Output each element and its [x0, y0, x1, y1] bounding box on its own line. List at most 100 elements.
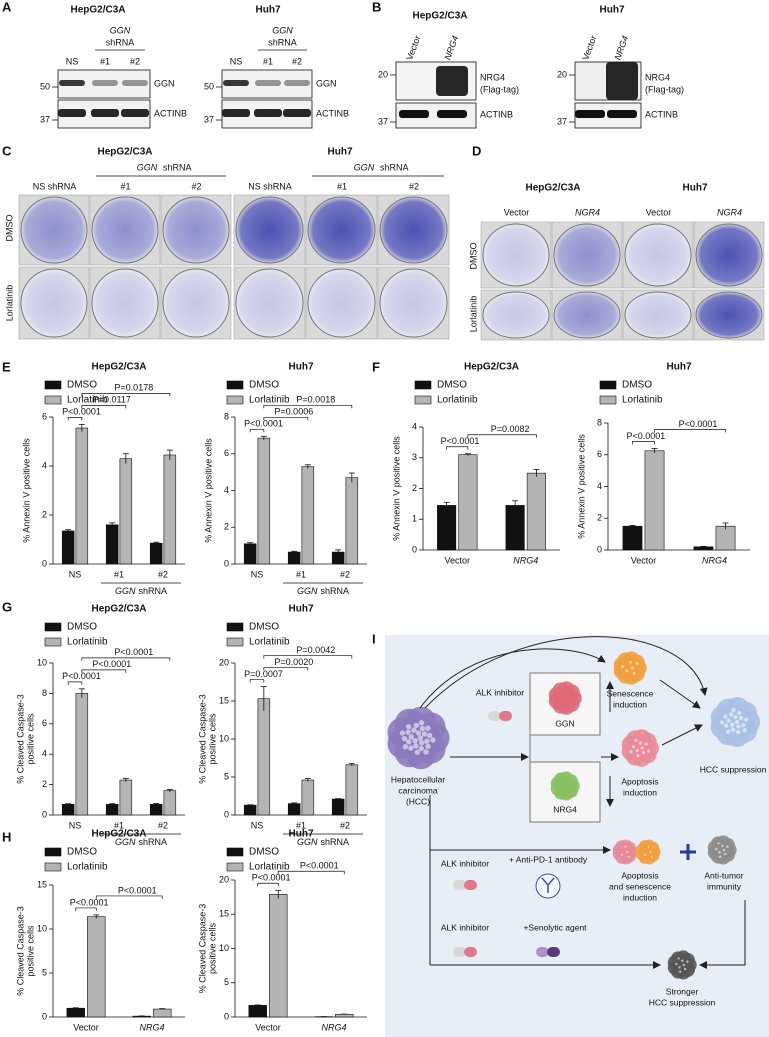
- y-tick-label: 0: [412, 544, 417, 554]
- plate: [482, 223, 550, 287]
- arrow: [424, 636, 708, 709]
- cell-dot: [738, 715, 744, 721]
- cell-dot: [731, 707, 736, 713]
- y-tick-label: 2: [597, 513, 602, 523]
- lane-label: Vector: [404, 34, 422, 61]
- group-gene: GGN: [115, 586, 136, 596]
- bar: [287, 803, 301, 816]
- cell-dot: [643, 853, 647, 856]
- bar: [257, 437, 271, 565]
- group-title: HepG2/C3A: [97, 147, 152, 158]
- cell-dot: [683, 967, 687, 971]
- pill: [536, 947, 549, 957]
- y-tick-label: 20: [219, 874, 229, 884]
- plate: [162, 196, 230, 264]
- group-label: GGN shRNA: [115, 586, 167, 596]
- bar: [75, 693, 89, 816]
- significance-bracket: [81, 657, 171, 661]
- lane-label: NRG4: [442, 34, 460, 61]
- error-bar: [335, 798, 342, 800]
- y-tick-label: 5: [224, 771, 229, 781]
- panel-letter: I: [372, 631, 376, 646]
- band-label: GGN: [154, 78, 175, 88]
- chart-title: HepG2/C3A: [464, 362, 519, 373]
- y-tick-label: 0: [224, 558, 229, 568]
- legend-label: Lorlatinib: [249, 637, 290, 648]
- apoptosis-icon: [612, 839, 638, 865]
- error-bar: [700, 545, 707, 548]
- cell-dot: [399, 730, 406, 736]
- legend-swatch: [44, 847, 62, 857]
- cell-dot: [626, 850, 629, 854]
- chart-title: HepG2/C3A: [91, 362, 146, 373]
- legend-label: Lorlatinib: [249, 395, 290, 406]
- gene-label: GGN: [137, 162, 158, 172]
- cell-dot: [678, 970, 682, 973]
- stronger-icon: [667, 950, 697, 980]
- significance-bracket: [654, 429, 726, 433]
- significance-bracket: [263, 655, 353, 659]
- immunity-label: immunity: [707, 881, 742, 891]
- error-bar: [629, 524, 636, 527]
- blot-title: Huh7: [600, 5, 625, 16]
- legend-swatch: [44, 862, 62, 872]
- cell-dot: [681, 959, 684, 962]
- cell-dot: [722, 848, 726, 852]
- legend-label: DMSO: [622, 380, 652, 391]
- plate: [162, 268, 230, 338]
- band: [437, 110, 467, 118]
- y-tick-label: 4: [42, 749, 47, 759]
- cell-dot: [677, 957, 680, 960]
- bar: [149, 542, 163, 565]
- error-bar: [122, 778, 129, 782]
- cell-dot: [418, 719, 425, 726]
- plate: [379, 196, 448, 264]
- plate: [20, 196, 88, 264]
- cell-dot: [646, 749, 651, 753]
- band-label: ACTINB: [645, 109, 678, 119]
- cell-dot: [415, 730, 422, 736]
- cell-dot: [635, 662, 639, 665]
- cell-dot: [408, 734, 414, 740]
- legend-swatch: [226, 622, 244, 632]
- error-bar: [260, 686, 267, 711]
- bar: [163, 790, 177, 816]
- legend-swatch: [226, 395, 244, 405]
- cell-dot: [723, 852, 727, 856]
- legend-swatch: [226, 847, 244, 857]
- blot-title: HepG2/C3A: [412, 11, 467, 22]
- significance-bracket: [446, 446, 469, 450]
- cell-dot: [624, 845, 627, 848]
- cell-dot: [744, 717, 749, 722]
- band: [92, 80, 118, 86]
- legend-swatch: [44, 637, 62, 647]
- y-axis-label: positive cells: [207, 922, 217, 974]
- senescence-label: induction: [613, 699, 647, 709]
- legend-label: DMSO: [249, 622, 279, 633]
- row-label: Lorlatinib: [468, 296, 478, 333]
- band: [284, 80, 310, 86]
- legend-label: Lorlatinib: [67, 862, 108, 873]
- x-tick-label: Vector: [73, 1022, 99, 1032]
- y-tick-label: 10: [37, 923, 47, 933]
- significance-bracket: [277, 870, 345, 875]
- error-bar: [153, 803, 160, 806]
- band-label: (Flag-tag): [480, 84, 519, 94]
- cell-dot: [726, 718, 731, 724]
- plate: [624, 291, 692, 339]
- error-bar: [254, 1004, 261, 1006]
- significance-bracket: [75, 907, 97, 911]
- cell-dot: [424, 738, 430, 744]
- pill: [547, 947, 560, 957]
- panel-letter: E: [2, 359, 11, 374]
- cell-dot: [728, 712, 734, 717]
- error-bar: [247, 804, 254, 806]
- y-axis-label: % Cleaved Caspase-3: [197, 694, 207, 784]
- bar: [335, 1013, 354, 1018]
- stronger-label: Stronger: [666, 986, 699, 996]
- arrow: [661, 724, 703, 746]
- legend-label: Lorlatinib: [67, 637, 108, 648]
- error-bar: [153, 541, 160, 545]
- senescence-icon: [613, 651, 647, 685]
- band: [121, 109, 149, 117]
